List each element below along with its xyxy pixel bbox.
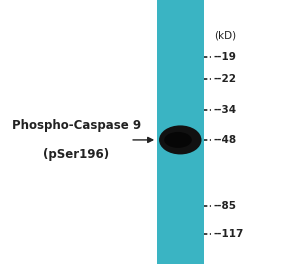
Text: --34: --34: [214, 105, 237, 115]
Text: (pSer196): (pSer196): [43, 148, 110, 161]
Text: --48: --48: [214, 135, 237, 145]
Text: --85: --85: [214, 201, 237, 211]
Text: --117: --117: [214, 229, 244, 239]
Text: --22: --22: [214, 74, 237, 84]
Ellipse shape: [159, 125, 201, 154]
Text: (kD): (kD): [214, 31, 236, 41]
Ellipse shape: [164, 132, 192, 148]
Text: Phospho-Caspase 9: Phospho-Caspase 9: [12, 119, 141, 132]
Text: --19: --19: [214, 52, 237, 62]
Bar: [157, 0, 204, 264]
